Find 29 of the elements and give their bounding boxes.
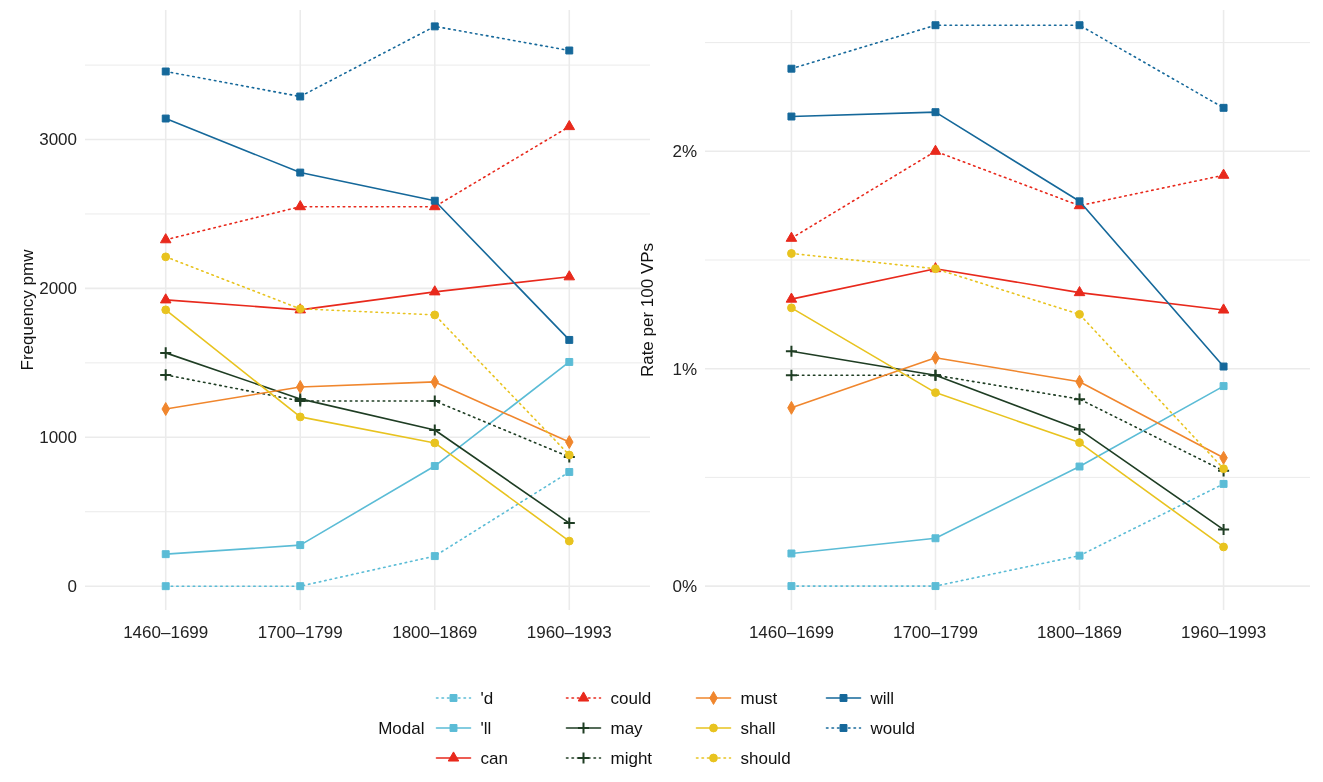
y-tick-label: 1% — [672, 359, 697, 379]
x-tick-label: 1700–1799 — [257, 623, 343, 642]
legend-label: must — [740, 688, 778, 708]
x-tick-label: 1700–1799 — [892, 623, 979, 642]
y-tick-label: 0 — [67, 577, 77, 597]
legend-label: would — [869, 718, 915, 738]
y-tick-label: 2000 — [39, 279, 77, 299]
legend-label: can — [480, 748, 508, 768]
y-tick-label: 1000 — [39, 428, 77, 448]
y-tick-label: 0% — [672, 577, 697, 597]
x-tick-label: 1800–1869 — [1036, 623, 1123, 642]
y-tick-label: 2% — [672, 142, 697, 162]
y-axis-title: Rate per 100 VPs — [638, 242, 657, 378]
x-tick-label: 1460–1699 — [123, 623, 209, 642]
legend-label: will — [869, 688, 895, 708]
legend-label: should — [740, 748, 791, 768]
y-axis-title: Frequency pmw — [18, 248, 37, 371]
legend-label: shall — [740, 718, 776, 738]
legend-label: might — [610, 748, 653, 768]
x-tick-label: 1800–1869 — [392, 623, 478, 642]
legend-label: may — [610, 718, 644, 738]
x-tick-label: 1960–1993 — [526, 623, 612, 642]
y-tick-label: 3000 — [39, 130, 77, 150]
x-tick-label: 1960–1993 — [1181, 623, 1267, 642]
legend-title: Modal — [378, 718, 425, 738]
legend-label: 'll — [480, 718, 492, 738]
x-tick-label: 1460–1699 — [748, 623, 834, 642]
legend-label: could — [610, 688, 652, 708]
legend-label: 'd — [480, 688, 494, 708]
